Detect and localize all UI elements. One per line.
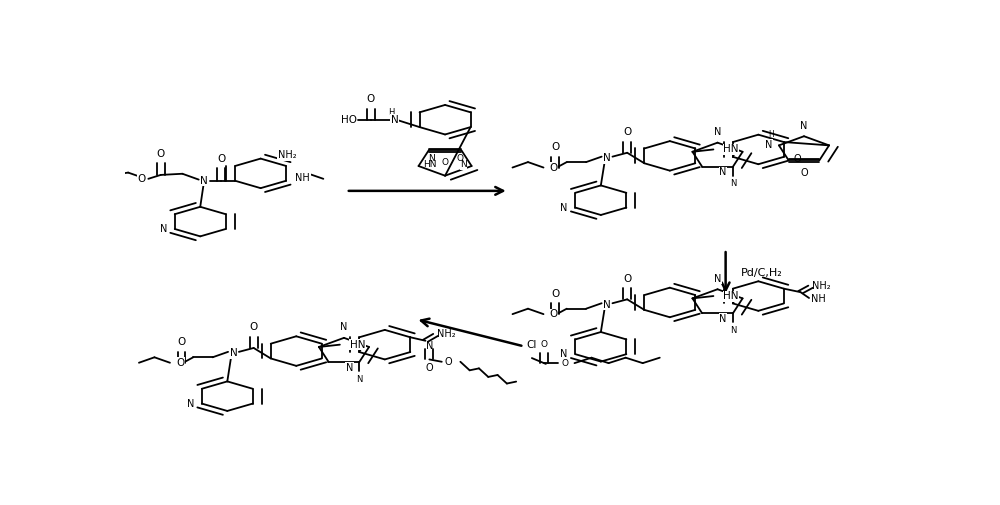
Text: H: H <box>388 108 395 117</box>
Text: N: N <box>356 375 363 384</box>
Text: Cl: Cl <box>527 339 537 349</box>
Text: NH₂: NH₂ <box>437 329 456 339</box>
Text: O: O <box>541 340 548 349</box>
Text: NH₂: NH₂ <box>812 281 831 291</box>
Text: HN: HN <box>723 144 739 155</box>
Text: O: O <box>250 322 258 332</box>
Text: O: O <box>550 309 558 319</box>
Text: N: N <box>603 300 611 310</box>
Text: HN: HN <box>723 291 739 301</box>
Text: O: O <box>442 158 449 167</box>
Text: N: N <box>340 322 348 332</box>
Text: O: O <box>793 155 801 164</box>
Text: N: N <box>800 121 808 131</box>
Text: Pd/C,H₂: Pd/C,H₂ <box>741 268 783 278</box>
Text: N: N <box>230 348 237 359</box>
Text: N: N <box>187 398 194 409</box>
Text: N: N <box>719 167 727 177</box>
Text: O: O <box>623 127 631 137</box>
Text: N: N <box>730 326 736 335</box>
Text: O: O <box>138 174 146 184</box>
Text: NH: NH <box>811 294 825 304</box>
Text: N: N <box>560 203 568 213</box>
Text: N: N <box>560 349 568 359</box>
Text: O: O <box>445 357 452 367</box>
Text: HN: HN <box>423 161 437 169</box>
Text: O: O <box>367 94 375 104</box>
Text: N: N <box>719 314 727 324</box>
Text: O: O <box>426 363 433 373</box>
Text: O: O <box>800 168 808 178</box>
Text: N: N <box>160 224 167 234</box>
Text: N: N <box>730 179 736 188</box>
Text: O: O <box>550 163 558 173</box>
Text: O: O <box>561 359 568 368</box>
Text: O: O <box>551 142 559 152</box>
Text: H: H <box>768 130 774 139</box>
Text: O: O <box>551 288 559 298</box>
Text: N: N <box>765 139 773 149</box>
Text: HO: HO <box>342 115 358 125</box>
Text: NH₂: NH₂ <box>278 150 296 161</box>
Text: N: N <box>460 161 467 169</box>
Text: N: N <box>200 176 208 186</box>
Text: O: O <box>177 337 186 347</box>
Text: O: O <box>157 148 165 159</box>
Text: NH: NH <box>295 173 310 183</box>
Text: N: N <box>428 154 435 163</box>
Text: N: N <box>603 153 611 163</box>
Text: O: O <box>623 274 631 284</box>
Text: N: N <box>346 363 353 373</box>
Text: O: O <box>456 154 463 163</box>
Text: O: O <box>176 358 184 368</box>
Text: N: N <box>391 115 399 125</box>
Text: N: N <box>714 274 721 284</box>
Text: HN: HN <box>350 340 365 349</box>
Text: N: N <box>426 341 433 351</box>
Text: O: O <box>217 154 225 164</box>
Text: N: N <box>714 127 721 137</box>
